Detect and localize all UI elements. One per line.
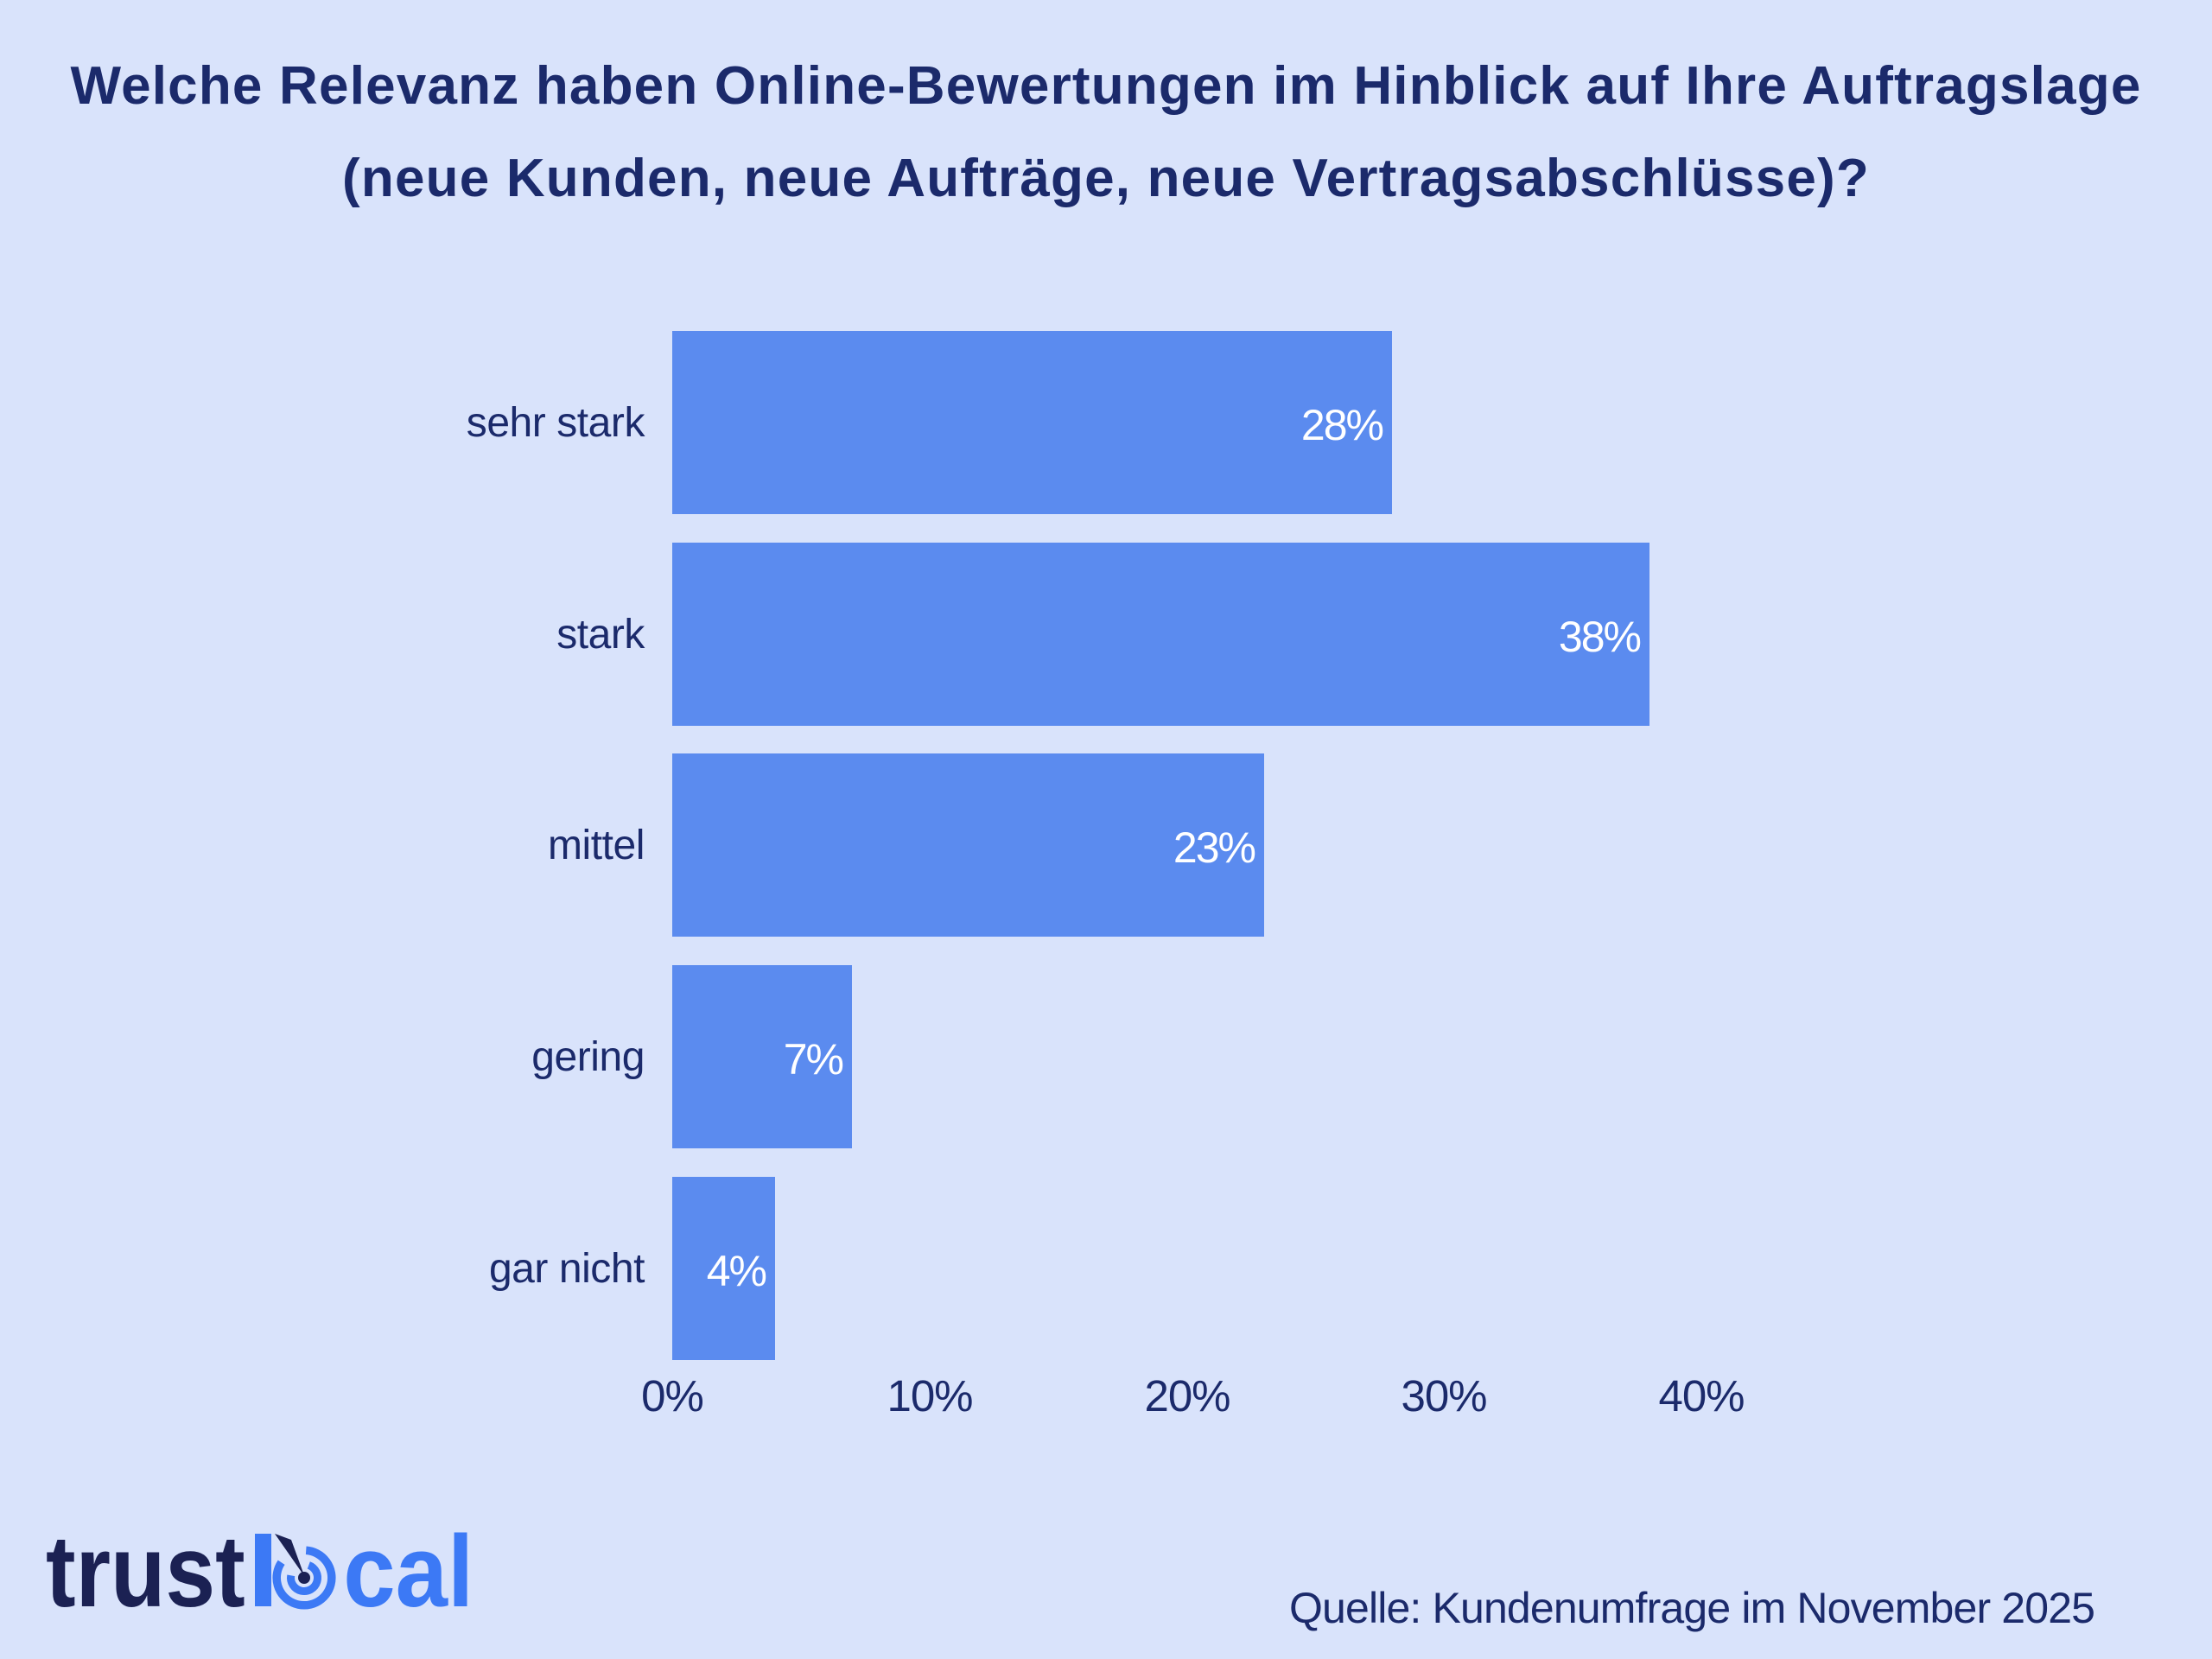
svg-text:trust: trust: [46, 1514, 245, 1629]
svg-text:cal: cal: [343, 1515, 474, 1629]
